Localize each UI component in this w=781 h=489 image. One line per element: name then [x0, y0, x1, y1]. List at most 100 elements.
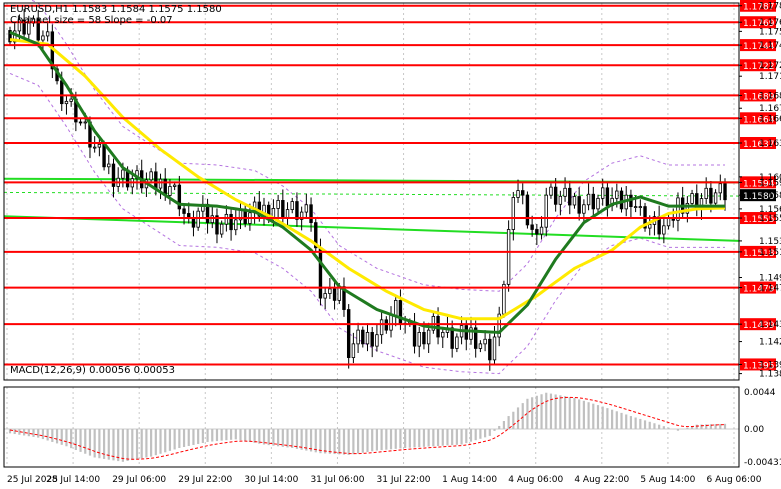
- level-label: 1.1518: [743, 249, 775, 259]
- candle-body: [196, 210, 200, 228]
- candle-body: [328, 288, 332, 294]
- level-label: 1.1787: [743, 3, 775, 13]
- candle-body: [370, 332, 374, 347]
- candle-body: [78, 121, 83, 124]
- candle-body: [318, 247, 323, 299]
- candle-body: [332, 288, 337, 301]
- candle-body: [182, 208, 186, 214]
- candle-body: [64, 100, 69, 105]
- candle-body: [365, 332, 370, 345]
- candle-body: [375, 334, 379, 347]
- candle-body: [633, 206, 638, 208]
- y-tick-label: 1.1722: [759, 61, 781, 71]
- candle-body: [473, 327, 478, 349]
- candle-body: [351, 343, 356, 358]
- candle-body: [398, 299, 403, 325]
- level-label: 1.1395: [743, 361, 775, 371]
- envelope-band: [29, 0, 725, 292]
- y-tick-label: 1.1518: [759, 248, 781, 258]
- candle-body: [544, 194, 548, 228]
- candle-body: [638, 206, 643, 208]
- candle-body: [45, 31, 50, 37]
- y-tick-label: 1.1689: [759, 91, 781, 101]
- candle-body: [704, 187, 708, 199]
- level-label-bg: [740, 318, 776, 331]
- y-tick-label: 1.1787: [759, 2, 781, 12]
- candle-body: [563, 187, 567, 197]
- candle-body: [492, 336, 497, 361]
- candle-body: [709, 187, 713, 204]
- candle-body: [215, 215, 219, 235]
- level-label-bg: [740, 89, 776, 102]
- x-tick-label: 29 Jul 06:00: [112, 475, 166, 485]
- level-label: 1.1769: [743, 19, 775, 29]
- candle-body: [676, 197, 680, 221]
- candle-body: [450, 327, 454, 349]
- candle-body: [394, 299, 398, 316]
- candle-body: [290, 201, 294, 210]
- level-label: 1.1637: [743, 140, 775, 150]
- level-label-bg: [740, 358, 776, 371]
- candle-body: [549, 186, 553, 196]
- candle-body: [389, 314, 393, 331]
- candle-body: [234, 219, 238, 231]
- candle-body: [224, 213, 229, 225]
- candle-body: [713, 192, 718, 204]
- candle-body: [60, 80, 64, 105]
- candle-body: [412, 321, 417, 347]
- y-tick-label: 1.1439: [759, 320, 781, 330]
- candles: [8, 8, 727, 371]
- candle-body: [111, 163, 116, 187]
- price-plot-frame: [3, 2, 740, 381]
- candle-body: [210, 215, 214, 224]
- candle-body: [17, 19, 22, 32]
- x-tick-label: 6 Aug 06:00: [707, 475, 762, 485]
- candle-body: [469, 327, 473, 340]
- y-tick-label: 1.1479: [759, 284, 781, 294]
- candle-body: [314, 222, 318, 249]
- channel-line: [3, 215, 740, 242]
- candle-body: [154, 171, 158, 189]
- candle-body: [426, 329, 431, 345]
- candle-body: [615, 190, 619, 199]
- y-tick-label: 1.1490: [759, 274, 781, 284]
- horizontal-levels: 1.1787 1.1769 1.1744 1.1722 1.1689 1.1664 1.16…: [4, 0, 776, 371]
- fast-moving-average: [9, 30, 725, 334]
- macd-scale-label: 0.0044: [744, 388, 776, 398]
- candle-body: [299, 211, 304, 220]
- macd-plot-frame: [3, 386, 740, 468]
- x-tick-label: 1 Aug 14:00: [442, 475, 497, 485]
- y-tick-label: 1.1580: [759, 191, 781, 201]
- candle-body: [158, 178, 163, 189]
- y-tick-label: 1.1769: [759, 18, 781, 28]
- moving-averages: [9, 30, 726, 334]
- candle-body: [304, 204, 309, 213]
- candle-body: [497, 313, 501, 338]
- regression-channel: [3, 177, 740, 242]
- candle-body: [506, 229, 511, 285]
- candle-body: [525, 194, 530, 226]
- candle-body: [121, 169, 125, 179]
- level-label-bg: [740, 281, 776, 294]
- candle-body: [323, 293, 327, 299]
- candle-body: [483, 338, 487, 345]
- candle-body: [591, 193, 595, 210]
- current-price-label-bg: [740, 189, 776, 202]
- candle-body: [379, 319, 384, 336]
- level-label: 1.1594: [743, 179, 775, 189]
- candle-body: [168, 186, 172, 196]
- x-tick-label: 31 Jul 06:00: [310, 475, 364, 485]
- candle-body: [102, 143, 106, 168]
- level-label: 1.1722: [743, 62, 775, 72]
- x-tick-label: 25 Jul 2025: [7, 475, 58, 485]
- candle-body: [346, 309, 351, 358]
- y-tick-label: 1.1759: [759, 27, 781, 37]
- x-tick-label: 5 Aug 14:00: [640, 475, 695, 485]
- candle-body: [281, 200, 285, 218]
- candle-body: [582, 204, 586, 214]
- x-tick-label: 4 Aug 22:00: [574, 475, 629, 485]
- candle-body: [41, 35, 45, 41]
- level-label: 1.1479: [743, 285, 775, 295]
